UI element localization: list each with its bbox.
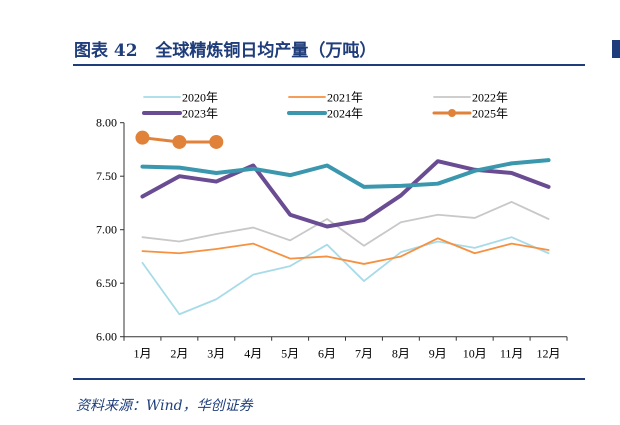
series-line-2021	[141, 237, 550, 265]
x-tick-label: 12月	[537, 347, 561, 361]
x-tick-label: 4月	[244, 347, 262, 361]
y-tick-label: 6.50	[96, 276, 117, 290]
legend-label: 2022年	[472, 91, 508, 105]
legend-label: 2023年	[182, 107, 218, 121]
chart-title: 图表 42 全球精炼铜日均产量（万吨）	[74, 41, 377, 61]
legend-label: 2020年	[182, 91, 218, 105]
series-line-2020	[141, 236, 550, 316]
y-tick-label: 7.00	[96, 223, 117, 237]
source-rule	[73, 378, 585, 380]
x-tick-label: 6月	[318, 347, 336, 361]
x-tick-label: 7月	[355, 347, 373, 361]
line-chart: 6.00 6.50 7.00 7.50 8.00 1月 2月 3月 4月 5月 6月 7月 8月 9月 10…	[96, 91, 568, 361]
x-tick-label: 2月	[170, 347, 188, 361]
data-point-2025	[135, 130, 150, 145]
legend-marker	[448, 109, 456, 117]
y-tick-label: 6.00	[96, 330, 117, 344]
data-point-2025	[209, 134, 224, 149]
title-rule	[73, 64, 585, 66]
data-point-2025	[172, 134, 187, 149]
x-tick-label: 9月	[429, 347, 447, 361]
x-tick-label: 11月	[500, 347, 524, 361]
source-note: 资料来源：Wind，华创证券	[76, 398, 253, 414]
x-tick-label: 5月	[281, 347, 299, 361]
y-tick-label: 7.50	[96, 169, 117, 183]
legend-label: 2025年	[472, 107, 508, 121]
x-tick-label: 1月	[133, 347, 151, 361]
legend-label: 2021年	[327, 91, 363, 105]
series-line-2022	[141, 200, 550, 247]
y-tick-label: 8.00	[96, 116, 117, 130]
x-tick-label: 3月	[207, 347, 225, 361]
x-tick-label: 8月	[392, 347, 410, 361]
legend-label: 2024年	[327, 107, 363, 121]
series-line-2024	[140, 158, 551, 189]
x-tick-label: 10月	[463, 347, 487, 361]
next-column-edge	[612, 40, 620, 58]
